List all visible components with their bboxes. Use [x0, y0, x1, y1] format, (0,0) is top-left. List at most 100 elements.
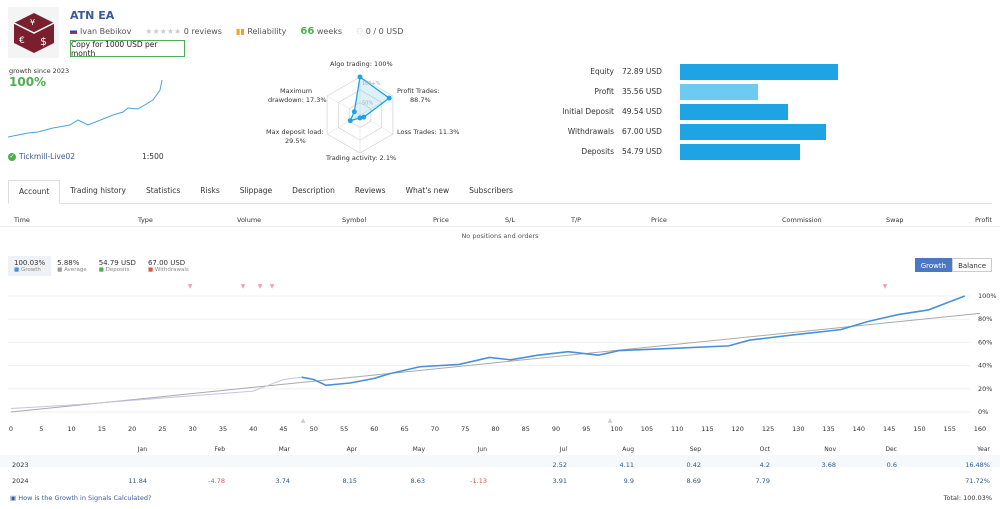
monthly-value: 0.6	[886, 461, 897, 469]
month-header: Sep	[689, 446, 701, 453]
author[interactable]: Ivan Bebikov	[70, 27, 131, 36]
x-tick-label: 110	[671, 425, 683, 433]
column-header[interactable]: Swap	[886, 216, 904, 224]
x-tick-label: 0	[9, 425, 13, 433]
year-label: 2024	[12, 477, 29, 485]
monthly-value: 2.52	[552, 461, 567, 469]
x-tick-label: 140	[853, 425, 865, 433]
reviews[interactable]: ★★★★★ 0 reviews	[145, 27, 222, 36]
tab-what-s-new[interactable]: What's new	[405, 186, 450, 195]
svg-text:$: $	[40, 35, 47, 48]
radar-point	[351, 109, 357, 115]
x-tick-label: 45	[279, 425, 287, 433]
withdrawal-marker: ▼	[258, 283, 263, 290]
tab-slippage[interactable]: Slippage	[239, 186, 273, 195]
column-header[interactable]: Volume	[237, 216, 262, 224]
radar-label-profit-value: 88.7%	[410, 96, 431, 104]
month-header: Nov	[824, 446, 836, 453]
radar-grid-label: 50%	[362, 100, 373, 106]
growth-chart: 0% 20% 40% 60% 80% 100% 0 5 10 15 20 25 30 35 40 45 50 55…	[8, 283, 997, 433]
column-header[interactable]: Profit	[975, 216, 992, 224]
month-header: Aug	[622, 446, 634, 453]
monthly-value: 11.84	[128, 477, 147, 485]
signal-title[interactable]: ATN EA	[70, 9, 115, 22]
stat-equity: Equity 72.89 USD	[540, 62, 870, 81]
x-tick-label: 80	[491, 425, 499, 433]
column-header[interactable]: Price	[433, 216, 449, 224]
x-tick-label: 5	[39, 425, 43, 433]
year-label: 2023	[12, 461, 29, 469]
monthly-value: -1.13	[470, 477, 487, 485]
radar-label-activity: Trading activity: 2.1%	[326, 154, 397, 162]
legend-average[interactable]: 5.88% ■ Average	[57, 259, 87, 273]
reliability: ▮▮ Reliability	[235, 27, 287, 36]
x-tick-label: 30	[189, 425, 197, 433]
tab-trading-history[interactable]: Trading history	[70, 186, 126, 195]
weeks: 66 weeks	[300, 26, 343, 37]
column-header[interactable]: S/L	[505, 216, 515, 224]
monthly-value: 8.63	[410, 477, 425, 485]
monthly-value: 16.48%	[965, 461, 990, 469]
growth-value: 100%	[9, 75, 47, 89]
leverage: 1:500	[142, 152, 164, 161]
x-tick-label: 90	[552, 425, 560, 433]
radar-label-load: Max deposit load:	[266, 128, 324, 136]
stat-bar	[680, 103, 789, 120]
withdrawal-marker: ▼	[883, 283, 888, 290]
withdrawal-marker: ▼	[241, 283, 246, 290]
tab-reviews[interactable]: Reviews	[354, 186, 386, 195]
stat-bar	[680, 63, 838, 80]
reliability-bar-icon: ▮▮	[235, 27, 245, 36]
radar-axis	[326, 114, 361, 135]
column-header[interactable]: Time	[14, 216, 30, 224]
column-header[interactable]: Commission	[782, 216, 822, 224]
broker[interactable]: ✓ Tickmill-Live02	[8, 152, 76, 161]
monthly-value: 71.72%	[965, 477, 990, 485]
x-tick-label: 40	[249, 425, 257, 433]
y-tick-label: 0%	[978, 408, 988, 416]
radar-label-load-value: 29.5%	[285, 137, 306, 145]
chart-legend: 100.03% ■ Growth 5.88% ■ Average 54.79 USD ■ …	[8, 256, 195, 276]
tab-statistics[interactable]: Statistics	[146, 186, 181, 195]
column-header[interactable]: Type	[138, 216, 153, 224]
month-header: Dec	[885, 446, 897, 453]
column-header[interactable]: T/P	[571, 216, 582, 224]
growth-button[interactable]: Growth	[914, 258, 953, 272]
copy-button[interactable]: Copy for 1000 USD per month	[70, 40, 185, 58]
x-tick-label: 35	[219, 425, 227, 433]
tab-description[interactable]: Description	[292, 186, 335, 195]
balance-button[interactable]: Balance	[952, 258, 992, 272]
tab-account[interactable]: Account	[8, 180, 61, 204]
growth-label: growth since 2023	[9, 67, 70, 75]
subscribers-funds: ⚇ 0 / 0 USD	[356, 27, 404, 36]
withdrawal-marker: ▼	[188, 283, 193, 290]
x-tick-label: 150	[913, 425, 925, 433]
subscribers-icon: ⚇	[356, 27, 364, 36]
x-tick-label: 115	[701, 425, 713, 433]
monthly-value: 3.68	[821, 461, 836, 469]
y-tick-label: 80%	[978, 315, 992, 323]
month-header: Jan	[137, 446, 147, 453]
legend-growth[interactable]: 100.03% ■ Growth	[8, 256, 52, 276]
monthly-value: 3.74	[275, 477, 290, 485]
stat-withdrawals: Withdrawals 67.00 USD	[540, 122, 870, 141]
signal-logo: ¥ € $	[8, 7, 59, 58]
stat-initial-deposit: Initial Deposit 49.54 USD	[540, 102, 870, 121]
y-tick-label: 60%	[978, 338, 992, 346]
growth-help-link[interactable]: ▣ How is the Growth in Signals Calculate…	[10, 494, 152, 502]
legend-deposits[interactable]: 54.79 USD ■ Deposits	[98, 259, 136, 273]
tab-subscribers[interactable]: Subscribers	[469, 186, 513, 195]
y-tick-label: 100%	[978, 292, 997, 300]
legend-withdrawals[interactable]: 67.00 USD ■ Withdrawals	[147, 259, 189, 273]
withdrawal-marker: ▼	[270, 283, 275, 290]
x-tick-label: 55	[340, 425, 348, 433]
column-header[interactable]: Symbol	[342, 216, 367, 224]
y-tick-label: 20%	[978, 385, 992, 393]
monthly-value: 4.2	[759, 461, 770, 469]
monthly-value: -4.78	[208, 477, 225, 485]
stat-bar	[680, 83, 758, 100]
tab-risks[interactable]: Risks	[200, 186, 220, 195]
column-header[interactable]: Price	[651, 216, 667, 224]
tab-bar: Account Trading history Statistics Risks Sli…	[8, 180, 992, 204]
stat-profit: Profit 35.56 USD	[540, 82, 870, 101]
